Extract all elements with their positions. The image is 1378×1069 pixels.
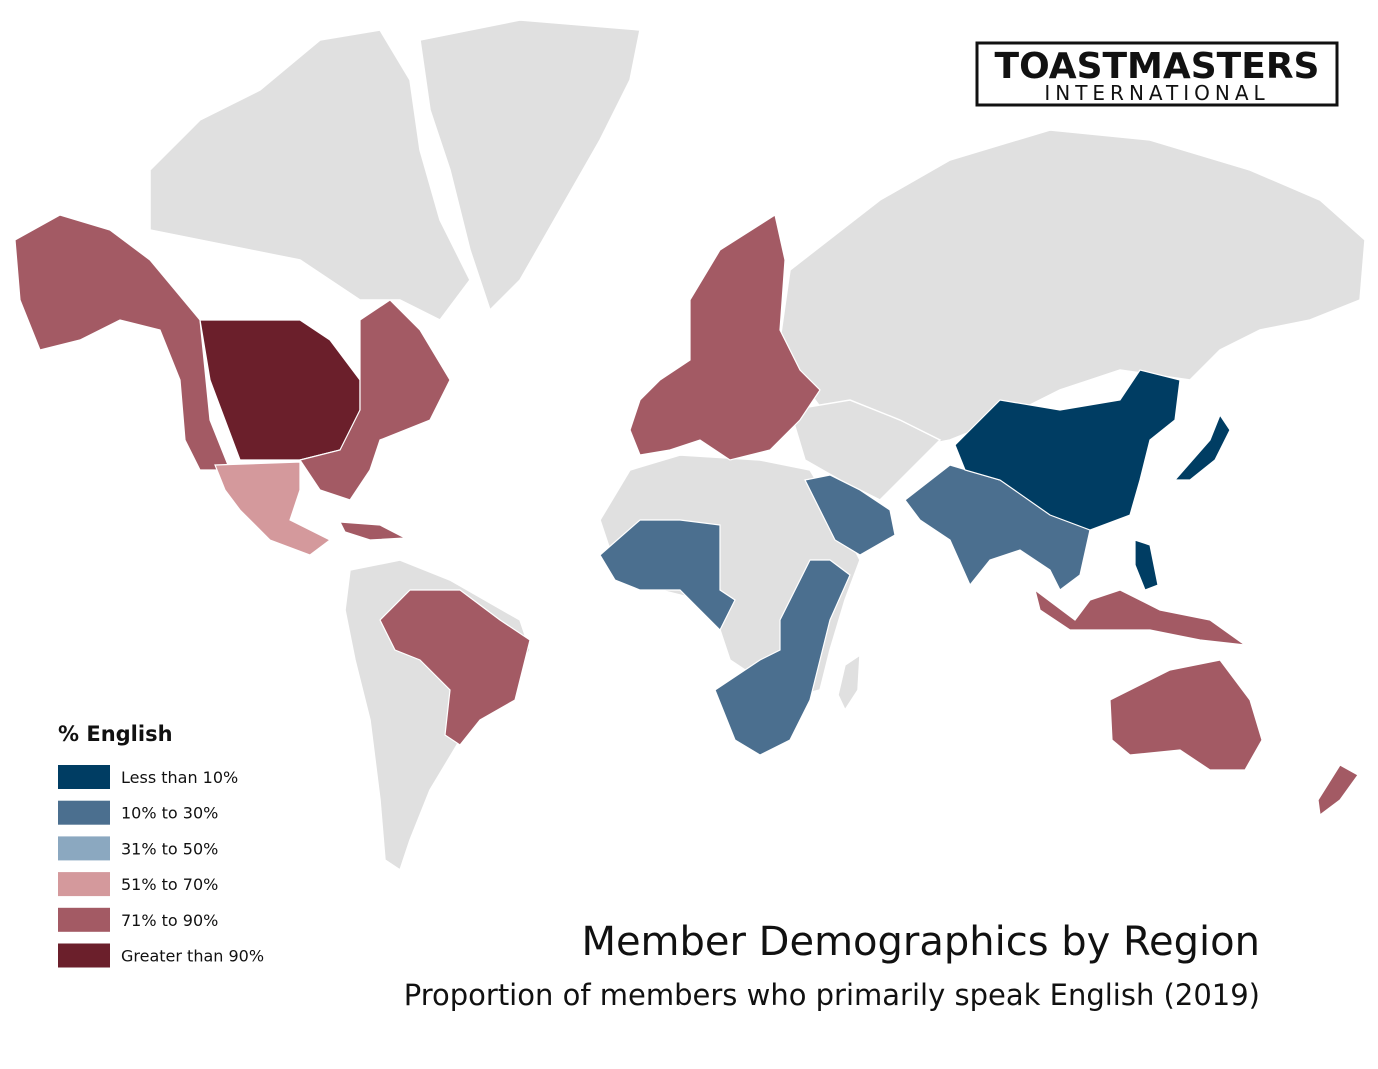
- logo: TOASTMASTERS INTERNATIONAL: [975, 41, 1339, 107]
- maritime-southeast-asia: [1034, 588, 1248, 646]
- legend-label: Greater than 90%: [121, 947, 264, 966]
- east-southern-africa: [714, 559, 851, 756]
- legend-swatch: [58, 765, 110, 789]
- new-zealand: [1317, 764, 1359, 817]
- legend-title: % English: [58, 722, 173, 746]
- legend-label: Less than 10%: [121, 768, 238, 787]
- alaska-western-north-america: [14, 214, 231, 471]
- mexico: [214, 461, 332, 556]
- regions: [14, 214, 1359, 817]
- caribbean: [338, 521, 408, 541]
- legend-label: 71% to 90%: [121, 911, 218, 930]
- title: Member Demographics by Region: [581, 919, 1260, 965]
- greenland: [419, 19, 641, 312]
- east-asia: [954, 369, 1181, 531]
- legend-label: 31% to 50%: [121, 839, 218, 858]
- subtitle: Proportion of members who primarily spea…: [404, 978, 1260, 1012]
- australia: [1109, 659, 1263, 771]
- logo-name: TOASTMASTERS: [995, 46, 1320, 87]
- legend: % English Less than 10% 10% to 30% 31% to …: [58, 722, 264, 968]
- logo-subname: INTERNATIONAL: [1044, 81, 1269, 105]
- legend-swatch: [58, 872, 110, 897]
- logo-frame: [975, 41, 1339, 107]
- europe: [629, 214, 821, 461]
- legend-swatch: [58, 907, 110, 932]
- eastern-north-america: [299, 299, 451, 501]
- arabian-peninsula: [804, 474, 896, 556]
- legend-swatch: [58, 943, 110, 968]
- arctic-canada: [149, 29, 471, 321]
- eurasia-north: [779, 129, 1366, 451]
- legend-label: 51% to 70%: [121, 875, 218, 894]
- central-north-america: [199, 319, 361, 461]
- brazil-region: [379, 589, 531, 746]
- middle-east: [789, 399, 942, 501]
- legend-swatch: [58, 836, 110, 861]
- japan: [1173, 413, 1231, 481]
- madagascar: [837, 653, 861, 712]
- legend-swatch: [58, 800, 110, 825]
- west-africa: [599, 519, 736, 632]
- legend-label: 10% to 30%: [121, 804, 218, 823]
- philippines: [1134, 539, 1159, 591]
